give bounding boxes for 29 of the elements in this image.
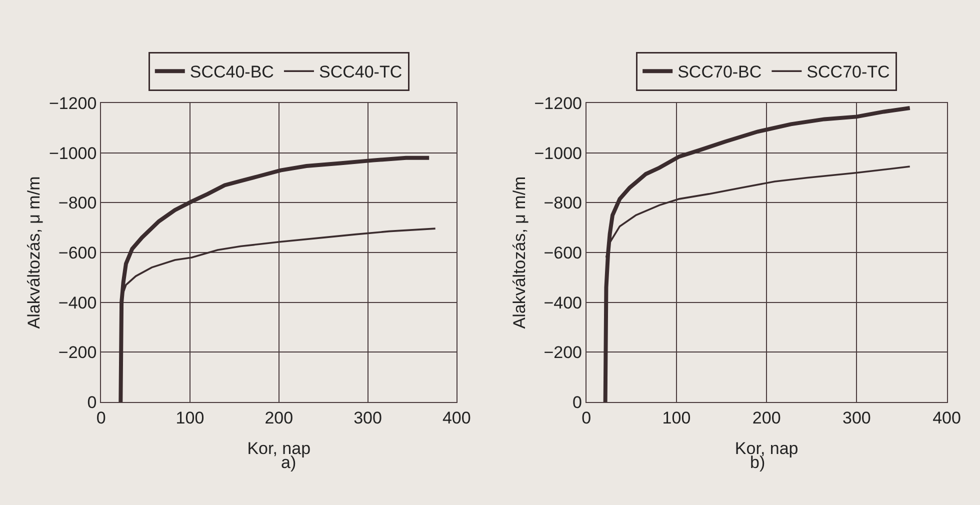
y-tick-label: −1200 (48, 94, 97, 113)
x-tick-label: 400 (932, 408, 961, 428)
x-tick-label: 200 (264, 408, 294, 428)
y-tick-label: −200 (544, 343, 582, 362)
y-tick-label: −400 (544, 293, 582, 312)
x-tick-label: 100 (662, 408, 691, 428)
y-tick-label: −1000 (534, 144, 582, 163)
x-tick-label: 100 (176, 408, 204, 428)
y-tick-label: −1200 (534, 94, 582, 113)
legend-label: SCC70-BC (678, 62, 762, 82)
y-tick-label: −200 (58, 343, 97, 362)
x-tick-label: 300 (842, 408, 871, 428)
legend-label: SCC70-TC (806, 62, 890, 82)
x-axis-title: Kor, nap (734, 438, 798, 458)
x-tick-label: 300 (354, 408, 382, 428)
x-tick-label: 200 (752, 408, 781, 428)
y-tick-label: −800 (58, 194, 97, 213)
y-tick-label: −600 (544, 243, 582, 262)
legend-label: SCC40-BC (190, 62, 274, 82)
y-tick-label: −1000 (48, 144, 97, 163)
y-tick-label: 0 (87, 392, 97, 412)
legend-label: SCC40-TC (318, 62, 402, 82)
y-tick-label: −400 (58, 293, 97, 312)
y-axis-title: Alakváltozás, μ m/m (510, 176, 529, 329)
x-tick-label: 400 (442, 408, 471, 428)
y-tick-label: −800 (544, 194, 582, 213)
y-axis-title: Alakváltozás, μ m/m (24, 176, 44, 329)
y-tick-label: −600 (58, 243, 97, 262)
y-tick-label: 0 (572, 392, 582, 412)
